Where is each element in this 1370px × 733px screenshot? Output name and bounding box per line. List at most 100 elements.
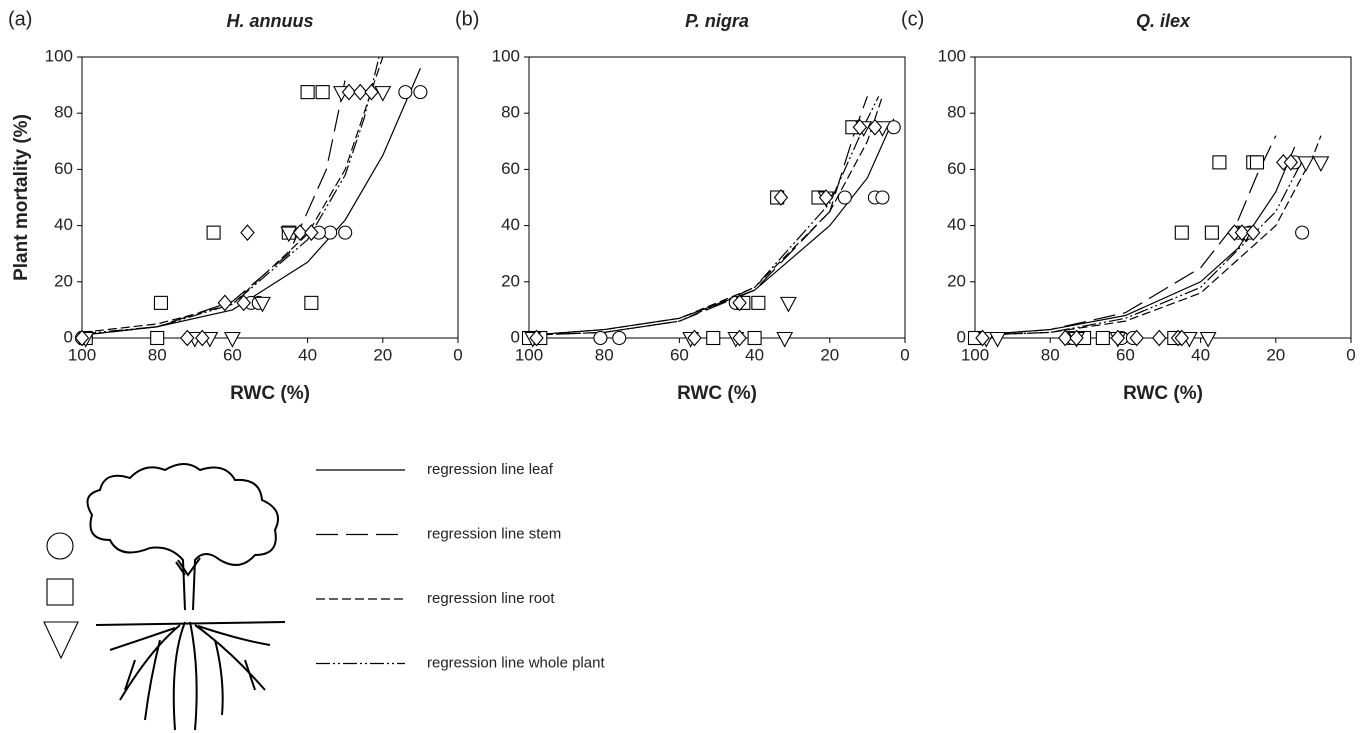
legend-label: regression line leaf xyxy=(427,461,554,478)
point-diamond xyxy=(975,329,990,347)
point-diamond xyxy=(867,118,883,136)
chart-title: Q. ilex xyxy=(1136,11,1191,31)
point-diamond xyxy=(1152,329,1167,347)
y-tick-label: 40 xyxy=(947,215,966,234)
point-diamond xyxy=(353,83,368,101)
x-tick-label: 100 xyxy=(961,345,989,364)
y-tick-label: 80 xyxy=(947,103,966,122)
point-diamond xyxy=(687,329,702,347)
point-square xyxy=(153,295,169,310)
plot-frame xyxy=(81,56,459,339)
point-square xyxy=(315,85,330,100)
y-tick-label: 0 xyxy=(64,327,73,346)
point-diamond xyxy=(773,189,789,206)
point-diamond xyxy=(818,189,834,206)
x-axis-label: RWC (%) xyxy=(230,383,310,404)
x-tick-label: 40 xyxy=(1191,345,1210,364)
point-square xyxy=(1174,225,1189,240)
point-diamond xyxy=(1129,329,1144,347)
point-circle xyxy=(413,85,428,100)
y-tick-label: 100 xyxy=(492,46,520,65)
regression-curve xyxy=(974,160,1303,336)
point-triangle xyxy=(1312,156,1330,173)
point-square xyxy=(1212,155,1227,170)
regression-curve xyxy=(81,68,421,336)
point-diamond xyxy=(236,294,251,312)
panel-label: (a) xyxy=(8,8,32,30)
point-diamond xyxy=(1234,224,1250,241)
point-diamond xyxy=(852,118,868,136)
point-diamond xyxy=(732,329,747,347)
y-axis-label: Plant mortality (%) xyxy=(11,114,32,281)
y-tick-label: 20 xyxy=(54,271,73,290)
regression-curve xyxy=(81,56,380,335)
y-tick-label: 20 xyxy=(501,271,520,290)
y-tick-label: 20 xyxy=(947,271,966,290)
x-tick-label: 0 xyxy=(900,345,909,364)
point-diamond xyxy=(74,329,90,347)
x-tick-label: 20 xyxy=(1266,345,1285,364)
y-tick-label: 40 xyxy=(54,215,73,234)
point-circle xyxy=(875,190,890,205)
point-square xyxy=(150,330,165,346)
regression-curve xyxy=(528,96,880,336)
point-diamond xyxy=(364,83,379,101)
legend-marker xyxy=(46,532,74,560)
point-circle xyxy=(837,190,852,205)
y-tick-label: 40 xyxy=(501,215,520,234)
point-triangle xyxy=(776,331,794,348)
point-square xyxy=(206,225,221,240)
legend-label: regression line root xyxy=(427,590,555,607)
legend-marker xyxy=(46,578,74,606)
point-circle xyxy=(1295,225,1310,240)
y-tick-label: 60 xyxy=(54,159,73,178)
y-tick-label: 0 xyxy=(511,327,520,346)
point-diamond xyxy=(1246,224,1261,241)
point-diamond xyxy=(1174,329,1190,347)
point-square xyxy=(1095,330,1110,346)
x-tick-label: 40 xyxy=(298,345,317,364)
point-square xyxy=(706,330,721,346)
point-circle xyxy=(612,330,627,346)
x-tick-label: 60 xyxy=(1116,345,1135,364)
point-diamond xyxy=(217,294,233,312)
y-tick-label: 100 xyxy=(45,46,73,65)
regression-curve xyxy=(81,56,384,333)
point-triangle xyxy=(223,331,241,348)
panel-label: (b) xyxy=(455,8,479,30)
x-axis-label: RWC (%) xyxy=(1123,383,1203,404)
point-triangle xyxy=(1297,156,1315,173)
point-triangle xyxy=(1199,331,1217,348)
point-diamond xyxy=(195,329,210,347)
x-tick-label: 40 xyxy=(745,345,764,364)
x-tick-label: 80 xyxy=(1041,345,1060,364)
y-tick-label: 80 xyxy=(54,103,73,122)
x-tick-label: 60 xyxy=(223,345,242,364)
point-diamond xyxy=(1283,154,1299,171)
point-diamond xyxy=(341,83,357,101)
point-diamond xyxy=(240,224,255,241)
point-circle xyxy=(398,85,413,100)
regression-curve xyxy=(528,96,868,336)
point-diamond xyxy=(180,329,195,347)
point-square xyxy=(304,295,319,310)
point-diamond xyxy=(732,294,747,312)
point-square xyxy=(751,295,766,310)
x-tick-label: 20 xyxy=(373,345,392,364)
x-axis-label: RWC (%) xyxy=(677,383,757,404)
y-tick-label: 60 xyxy=(501,159,520,178)
y-tick-label: 60 xyxy=(947,159,966,178)
point-diamond xyxy=(1058,329,1073,347)
point-diamond xyxy=(292,224,308,241)
x-tick-label: 80 xyxy=(148,345,167,364)
x-tick-label: 60 xyxy=(670,345,689,364)
chart-title: P. nigra xyxy=(685,11,749,31)
regression-curve xyxy=(528,118,895,336)
point-diamond xyxy=(304,224,319,241)
point-circle xyxy=(338,225,353,240)
panel-label: (c) xyxy=(901,8,924,30)
x-tick-label: 80 xyxy=(595,345,614,364)
tree-illustration xyxy=(86,463,286,731)
x-tick-label: 100 xyxy=(515,345,543,364)
